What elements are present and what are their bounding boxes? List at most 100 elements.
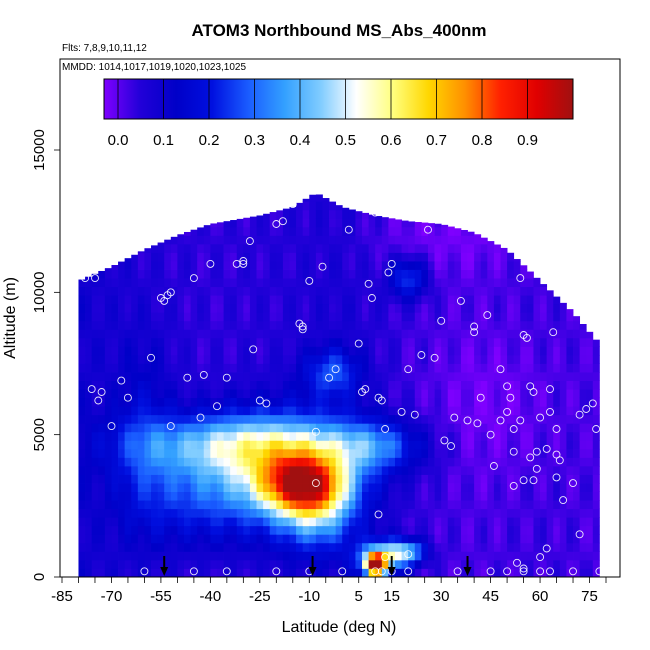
heatmap-cell — [210, 320, 218, 330]
heatmap-cell — [507, 551, 515, 561]
heatmap-cell — [164, 559, 172, 569]
heatmap-cell — [256, 525, 264, 535]
sample-point — [311, 427, 320, 436]
heatmap-cell — [309, 414, 317, 424]
heatmap-cell — [296, 354, 304, 364]
heatmap-cell — [573, 483, 581, 492]
heatmap-cell — [170, 252, 178, 262]
heatmap-cell — [183, 278, 191, 288]
heatmap-cell — [329, 346, 337, 356]
heatmap-cell — [157, 559, 165, 569]
heatmap-cell — [309, 500, 317, 510]
heatmap-cell — [381, 448, 389, 458]
heatmap-cell — [427, 406, 435, 416]
heatmap-cell — [111, 295, 119, 305]
heatmap-cell — [441, 559, 449, 569]
heatmap-cell — [421, 474, 429, 484]
heatmap-cell — [434, 363, 442, 373]
heatmap-cell — [216, 320, 224, 330]
heatmap-cell — [190, 517, 198, 527]
heatmap-cell — [487, 465, 495, 475]
heatmap-cell — [480, 303, 488, 313]
heatmap-cell — [256, 372, 264, 381]
heatmap-cell — [507, 261, 515, 270]
heatmap-cell — [474, 423, 482, 433]
heatmap-cell — [183, 235, 191, 245]
heatmap-cell — [414, 542, 422, 552]
heatmap-cell — [414, 406, 422, 416]
heatmap-cell — [427, 491, 435, 501]
heatmap-cell — [381, 286, 389, 296]
heatmap-cell — [256, 312, 264, 322]
heatmap-cell — [342, 346, 350, 356]
heatmap-cell — [427, 269, 435, 279]
heatmap-cell — [249, 551, 257, 561]
heatmap-cell — [342, 525, 350, 535]
heatmap-cell — [513, 389, 521, 399]
heatmap-cell — [315, 312, 323, 322]
heatmap-cell — [368, 380, 376, 390]
heatmap-cell — [559, 568, 567, 578]
sample-point — [81, 274, 90, 283]
heatmap-cell — [210, 500, 218, 510]
heatmap-cell — [302, 380, 310, 390]
heatmap-cell — [348, 483, 356, 492]
heatmap-cell — [118, 525, 126, 535]
heatmap-cell — [98, 270, 106, 279]
heatmap-cell — [124, 320, 132, 330]
heatmap-cell — [401, 372, 409, 381]
heatmap-cell — [441, 235, 449, 245]
heatmap-cell — [348, 209, 356, 219]
heatmap-cell — [368, 320, 376, 330]
heatmap-cell — [296, 295, 304, 305]
heatmap-cell — [230, 329, 238, 339]
heatmap-cell — [190, 568, 198, 578]
heatmap-cell — [309, 380, 317, 390]
heatmap-cell — [137, 500, 145, 510]
heatmap-cell — [427, 243, 435, 253]
heatmap-cell — [355, 372, 363, 381]
heatmap-cell — [183, 397, 191, 407]
heatmap-cell — [230, 235, 238, 245]
heatmap-cell — [408, 474, 416, 484]
heatmap-cell — [454, 423, 462, 433]
heatmap-cell — [414, 226, 422, 236]
heatmap-cell — [329, 380, 337, 390]
heatmap-cell — [381, 312, 389, 322]
heatmap-cell — [124, 329, 132, 339]
heatmap-cell — [579, 517, 587, 527]
heatmap-cell — [151, 278, 159, 288]
x-tick-label: -70 — [101, 588, 123, 605]
heatmap-cell — [137, 278, 145, 288]
heatmap-cell — [315, 465, 323, 475]
sample-point — [87, 385, 96, 394]
x-tick-label: 60 — [532, 588, 549, 605]
heatmap-cell — [183, 372, 191, 381]
heatmap-cell — [434, 243, 442, 253]
heatmap-cell — [157, 286, 165, 296]
heatmap-cell — [309, 508, 317, 518]
heatmap-cell — [282, 465, 290, 475]
heatmap-cell — [91, 354, 99, 364]
heatmap-cell — [309, 303, 317, 313]
heatmap-cell — [408, 406, 416, 416]
heatmap-cell — [520, 483, 528, 492]
heatmap-cell — [249, 252, 257, 262]
heatmap-cell — [579, 397, 587, 407]
heatmap-cell — [91, 534, 99, 544]
heatmap-cell — [342, 457, 350, 467]
heatmap-cell — [586, 491, 594, 501]
sample-point — [489, 462, 498, 470]
heatmap-cell — [342, 320, 350, 330]
heatmap-cell — [553, 372, 561, 381]
heatmap-cell — [375, 303, 383, 313]
sample-point — [437, 316, 446, 325]
heatmap-cell — [566, 534, 574, 544]
heatmap-cell — [170, 568, 178, 578]
heatmap-cell — [230, 491, 238, 501]
heatmap-cell — [210, 423, 218, 433]
heatmap-cell — [322, 559, 330, 569]
heatmap-cell — [302, 457, 310, 467]
heatmap-cell — [414, 372, 422, 381]
heatmap-cell — [322, 414, 330, 424]
